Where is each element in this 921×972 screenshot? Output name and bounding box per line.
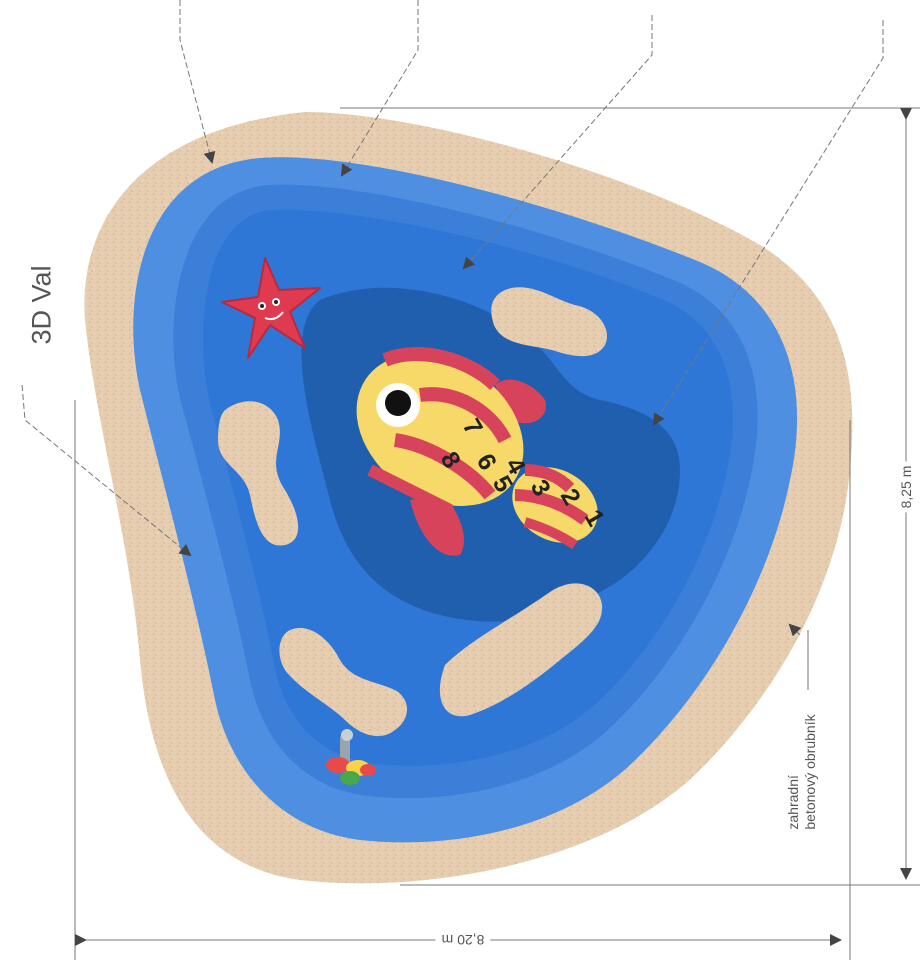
starfish-icon xyxy=(221,257,321,359)
sand-island-top-right xyxy=(491,287,607,357)
fish-icon xyxy=(356,347,598,556)
sand-island-bottom-left xyxy=(279,628,408,737)
width-dimension-label: 8,20 m xyxy=(435,932,491,948)
height-dimension-label: 8,25 m xyxy=(898,461,914,513)
sand-island-left xyxy=(218,401,299,546)
label-3d-val: 3D Val xyxy=(26,265,57,345)
curb-label: zahradní betonový obrubník xyxy=(785,714,819,829)
leader-lines xyxy=(21,0,884,637)
sand-island-bottom-right xyxy=(439,583,603,717)
fountain-icon xyxy=(326,729,376,785)
curb-label-line1: zahradní xyxy=(785,775,801,830)
curb-label-line2: betonový obrubník xyxy=(802,714,818,830)
